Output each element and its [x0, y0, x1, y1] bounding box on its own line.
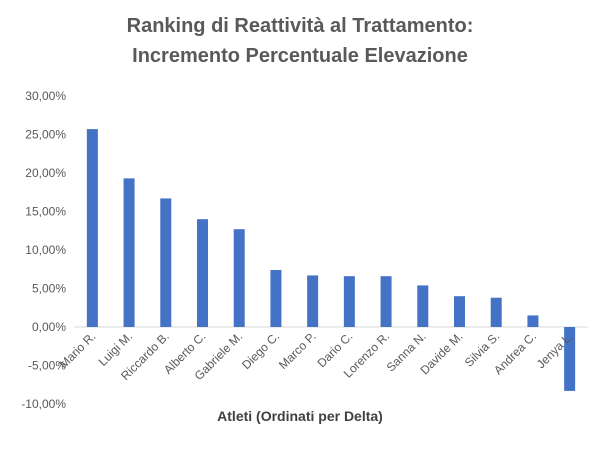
bar — [343, 276, 355, 327]
bar — [197, 219, 208, 327]
chart-title-line-2: Incremento Percentuale Elevazione — [132, 45, 468, 67]
bar — [86, 129, 98, 327]
bar — [270, 270, 282, 327]
x-category-label: Marco P. — [276, 329, 319, 372]
y-tick-label: 25,00% — [25, 128, 66, 142]
bar — [233, 229, 245, 327]
y-tick-label: -5,00% — [28, 359, 66, 373]
x-category-label: Mario R. — [57, 329, 99, 371]
y-tick-label: 15,00% — [25, 205, 66, 219]
y-tick-label: 10,00% — [25, 243, 66, 257]
y-tick-label: 0,00% — [32, 320, 66, 334]
x-category-label: Diego C. — [239, 329, 282, 372]
bar — [490, 297, 502, 327]
bar — [564, 327, 576, 391]
chart-title-line-1: Ranking di Reattività al Trattamento: — [126, 15, 474, 37]
x-axis-title: Atleti (Ordinati per Delta) — [217, 408, 383, 424]
bar — [380, 276, 392, 327]
bar — [307, 275, 319, 327]
bar — [160, 198, 172, 327]
bar — [527, 315, 539, 327]
bar — [454, 296, 465, 327]
y-tick-label: 30,00% — [25, 89, 66, 103]
y-tick-label: 20,00% — [25, 166, 66, 180]
y-tick-label: 5,00% — [32, 282, 66, 296]
bar — [417, 285, 429, 327]
bar — [123, 178, 135, 327]
y-tick-label: -10,00% — [21, 397, 66, 411]
